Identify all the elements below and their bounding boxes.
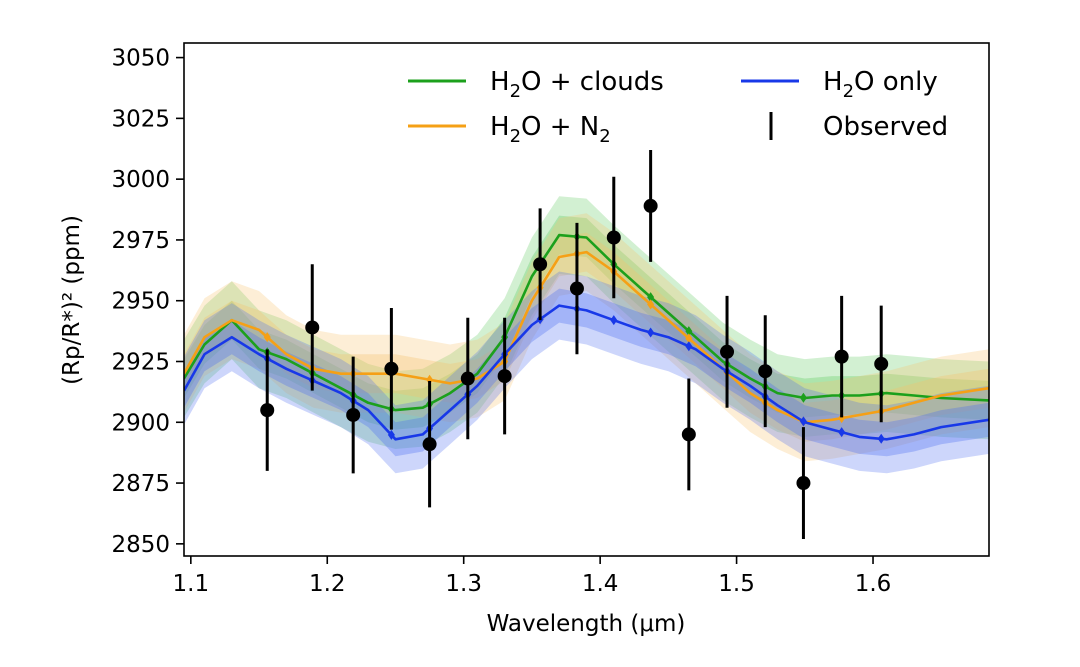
model-marker-series-3-12 (685, 341, 693, 352)
band-series-3-outer (184, 271, 989, 474)
model-marker-series-3-15 (799, 416, 807, 427)
y-tick-label-5: 2950 (111, 289, 170, 315)
observed-point-6 (460, 371, 475, 386)
band-series-1-outer (184, 196, 989, 449)
band-series-1-inner (184, 215, 989, 430)
y-tick-label-9: 3050 (111, 46, 170, 72)
model-marker-series-2-1 (263, 332, 271, 343)
band-series-2-outer (184, 213, 989, 462)
observed-point-10 (606, 230, 621, 245)
model-marker-series-2-5 (426, 374, 434, 385)
model-marker-series-3-4 (387, 429, 395, 440)
observed-point-12 (681, 427, 696, 442)
model-marker-series-3-16 (838, 427, 846, 438)
observed-point-8 (533, 257, 548, 272)
y-tick-label-3: 2900 (111, 410, 170, 436)
observed-point-11 (643, 198, 658, 213)
y-tick-label-1: 2850 (111, 532, 170, 558)
observed-point-1 (260, 403, 275, 418)
y-tick-label-4: 2925 (111, 349, 170, 375)
observed-point-14 (758, 364, 773, 379)
observed-point-7 (497, 369, 512, 384)
y-axis-label: (Rp/R*)² (ppm) (59, 215, 85, 385)
x-tick-label-2: 1.2 (309, 571, 346, 597)
y-tick-label-2: 2875 (111, 471, 170, 497)
legend-label-3: H2O only (823, 67, 938, 102)
model-marker-series-3-11 (647, 327, 655, 338)
x-tick-label-5: 1.5 (718, 571, 755, 597)
observed-point-15 (796, 476, 811, 491)
model-marker-series-2-16 (838, 413, 846, 424)
observed-point-16 (834, 349, 849, 364)
x-axis-label: Wavelength (μm) (487, 611, 686, 637)
line-series-1 (184, 233, 989, 412)
x-tick-label-6: 1.6 (855, 571, 892, 597)
observed-point-13 (720, 344, 735, 359)
x-tick-label-4: 1.4 (582, 571, 619, 597)
y-tick-label-6: 2975 (111, 228, 170, 254)
plot-frame (183, 42, 990, 557)
observed-point-3 (346, 407, 361, 422)
line-series-3 (184, 304, 989, 441)
y-tick-label-7: 3000 (111, 167, 170, 193)
x-tick-label-3: 1.3 (445, 571, 482, 597)
y-tick-label-8: 3025 (111, 106, 170, 132)
model-marker-series-1-12 (685, 326, 693, 337)
model-marker-series-1-11 (647, 292, 655, 303)
legend-label-1: H2O + clouds (490, 67, 664, 102)
y-axis: 2850 2875 2900 2925 2950 2975 3000 3025 3050 (111, 46, 184, 558)
legend-label-observed: Observed (823, 112, 948, 142)
observed-point-5 (422, 437, 437, 452)
observed-point-2 (305, 320, 320, 335)
model-marker-series-3-17 (877, 433, 885, 444)
line-series-2 (184, 250, 989, 424)
observed-point-17 (874, 356, 889, 371)
model-marker-series-2-12 (685, 333, 693, 344)
observed-point-4 (384, 361, 399, 376)
model-marker-series-1-15 (799, 392, 807, 403)
band-series-2-inner (184, 232, 989, 442)
legend-label-2: H2O + N2 (490, 112, 611, 147)
x-tick-label-1: 1.1 (173, 571, 210, 597)
observed-point-9 (569, 281, 584, 296)
observed-data (260, 149, 889, 539)
legend: H2O + clouds H2O + N2 H2O only Observed (408, 67, 948, 147)
x-axis: 1.1 1.2 1.3 1.4 1.5 1.6 (173, 556, 892, 597)
model-marker-series-3-10 (610, 315, 618, 326)
model-marker-series-2-11 (647, 299, 655, 310)
